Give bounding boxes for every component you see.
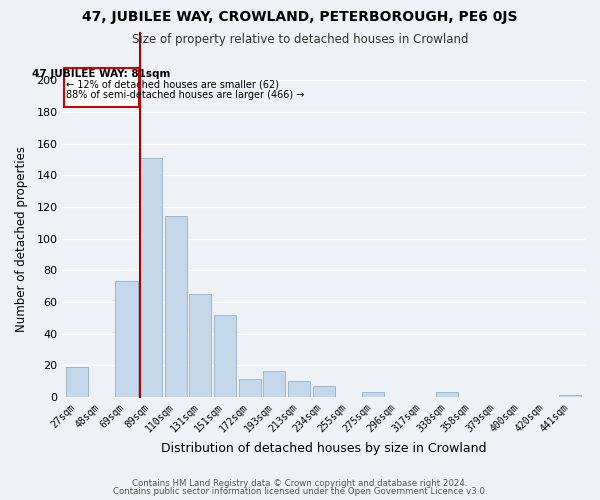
Bar — [263, 372, 286, 397]
Text: ← 12% of detached houses are smaller (62): ← 12% of detached houses are smaller (62… — [66, 80, 279, 90]
Bar — [362, 392, 384, 397]
Bar — [115, 282, 137, 397]
Text: Contains HM Land Registry data © Crown copyright and database right 2024.: Contains HM Land Registry data © Crown c… — [132, 478, 468, 488]
Bar — [313, 386, 335, 397]
FancyBboxPatch shape — [64, 68, 139, 108]
Text: Size of property relative to detached houses in Crowland: Size of property relative to detached ho… — [132, 32, 468, 46]
Bar — [239, 380, 261, 397]
Bar — [189, 294, 211, 397]
Bar — [66, 367, 88, 397]
X-axis label: Distribution of detached houses by size in Crowland: Distribution of detached houses by size … — [161, 442, 487, 455]
Bar — [140, 158, 162, 397]
Text: 47, JUBILEE WAY, CROWLAND, PETERBOROUGH, PE6 0JS: 47, JUBILEE WAY, CROWLAND, PETERBOROUGH,… — [82, 10, 518, 24]
Text: 47 JUBILEE WAY: 81sqm: 47 JUBILEE WAY: 81sqm — [32, 70, 170, 80]
Bar — [436, 392, 458, 397]
Bar — [214, 314, 236, 397]
Bar — [288, 381, 310, 397]
Y-axis label: Number of detached properties: Number of detached properties — [15, 146, 28, 332]
Bar — [164, 216, 187, 397]
Text: Contains public sector information licensed under the Open Government Licence v3: Contains public sector information licen… — [113, 487, 487, 496]
Text: 88% of semi-detached houses are larger (466) →: 88% of semi-detached houses are larger (… — [66, 90, 304, 100]
Bar — [559, 395, 581, 397]
